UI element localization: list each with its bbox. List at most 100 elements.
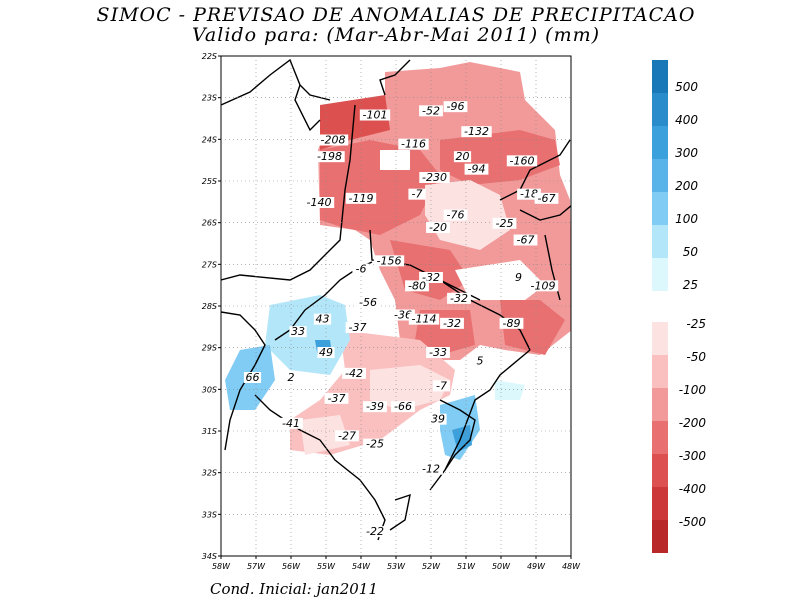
- value-label-bg: [464, 163, 489, 175]
- value-label-bg: [317, 347, 335, 358]
- value-label-bg: [279, 417, 303, 429]
- value-label-bg: [352, 263, 370, 275]
- anomaly-value: -41: [282, 417, 300, 430]
- legend-label: 50: [683, 245, 699, 259]
- value-label-bg: [534, 192, 559, 204]
- lat-label: 25S: [202, 177, 217, 186]
- lat-label: 34S: [202, 552, 217, 561]
- anomaly-value-labels: -101 -52 -96 -132 -208 -198 -116 20 -160 -94 -230 -…: [243, 100, 559, 538]
- value-label-bg: [303, 197, 335, 208]
- value-label-bg: [345, 322, 370, 333]
- map-title: SIMOC - PREVISAO DE ANOMALIAS DE PRECIPI…: [96, 4, 696, 26]
- legend-label: -100: [679, 383, 707, 397]
- value-label-bg: [440, 317, 464, 329]
- anomaly-value: -32: [443, 317, 461, 330]
- anomaly-value: -76: [447, 209, 465, 222]
- anomaly-value: -22: [366, 525, 384, 538]
- anomaly-value: -96: [447, 100, 465, 113]
- value-label-bg: [419, 272, 443, 283]
- anomaly-value: -52: [422, 104, 440, 117]
- anomaly-value: -89: [503, 317, 521, 330]
- legend-label: -300: [679, 449, 707, 463]
- legend-label: 25: [683, 278, 698, 292]
- anomaly-value: -36: [394, 309, 412, 322]
- value-label-bg: [317, 134, 349, 146]
- lat-label: 22S: [202, 52, 217, 61]
- legend-swatch-positive: [652, 126, 668, 159]
- value-label-bg: [314, 151, 345, 163]
- value-label-bg: [313, 313, 332, 325]
- anomaly-value: -114: [412, 313, 437, 326]
- value-label-bg: [527, 280, 559, 292]
- anomaly-value: -160: [510, 154, 535, 167]
- anomaly-value: -132: [464, 125, 489, 138]
- anomaly-value: -80: [408, 279, 426, 292]
- anomaly-value: -25: [366, 438, 384, 451]
- legend-swatch-negative: [652, 487, 668, 520]
- value-label-bg: [453, 151, 472, 163]
- latitude-labels: 22S 23S 24S 25S 26S 27S 28S 29S 30S 31S 32S 33S 34S: [202, 52, 217, 561]
- anomaly-value: -37: [349, 321, 367, 334]
- lon-label: 58W: [212, 562, 231, 571]
- lon-label: 52W: [422, 562, 441, 571]
- anomaly-value: 49: [319, 346, 333, 359]
- legend-label: 200: [675, 179, 698, 193]
- legend-swatch-negative: [652, 322, 668, 355]
- lon-label: 50W: [492, 562, 511, 571]
- value-label-bg: [363, 526, 387, 538]
- legend-swatch-negative: [652, 520, 668, 553]
- anomaly-value: 43: [316, 313, 330, 326]
- lat-label: 33S: [202, 510, 217, 519]
- lon-label: 56W: [282, 562, 301, 571]
- lon-label: 54W: [352, 562, 371, 571]
- map-subtitle: Valido para: (Mar-Abr-Mai 2011) (mm): [191, 24, 601, 46]
- value-label-bg: [419, 172, 450, 183]
- value-label-bg: [506, 155, 538, 167]
- anomaly-value: -67: [538, 192, 556, 205]
- lat-label: 28S: [202, 302, 217, 311]
- lat-label: 31S: [202, 427, 217, 436]
- lon-label: 55W: [317, 562, 336, 571]
- anomaly-value: -56: [359, 296, 377, 309]
- legend-swatch-positive: [652, 60, 668, 93]
- initial-condition-note: Cond. Inicial: jan2011: [210, 580, 378, 598]
- lat-label: 30S: [202, 385, 217, 394]
- value-label-bg: [447, 292, 471, 304]
- legend-label: -400: [679, 482, 707, 496]
- anomaly-value: 2: [288, 371, 295, 384]
- anomaly-value: -6: [356, 263, 367, 276]
- value-label-bg: [324, 392, 349, 404]
- value-label-bg: [243, 372, 262, 383]
- longitude-labels: 58W 57W 56W 55W 54W 53W 52W 51W 50W 49W 48W: [212, 562, 581, 571]
- value-label-bg: [408, 188, 426, 200]
- value-label-bg: [432, 380, 451, 392]
- value-label-bg: [359, 109, 391, 121]
- anomaly-value: -12: [422, 463, 440, 476]
- value-label-bg: [513, 272, 524, 283]
- lat-label: 29S: [202, 344, 217, 353]
- value-label-bg: [461, 126, 492, 138]
- legend-label: -25: [686, 317, 706, 331]
- color-legend: 500 400 300 200 100 50 25 -25 -50 -100 -200 -300 -40…: [652, 60, 706, 553]
- anomaly-value: 20: [456, 150, 470, 163]
- anomaly-value: -7: [436, 379, 447, 392]
- anomaly-value: -7: [412, 188, 423, 201]
- lat-label: 32S: [202, 469, 217, 478]
- lon-label: 53W: [387, 562, 406, 571]
- anomaly-value: -230: [422, 171, 447, 184]
- value-label-bg: [408, 313, 440, 325]
- legend-swatch-negative: [652, 355, 668, 388]
- value-label-bg: [492, 217, 517, 229]
- legend-swatch-positive: [652, 159, 668, 192]
- legend-swatch-negative: [652, 421, 668, 454]
- legend-swatch-positive: [652, 192, 668, 225]
- value-label-bg: [499, 317, 524, 329]
- value-label-bg: [373, 255, 405, 267]
- legend-swatch-negative: [652, 388, 668, 421]
- lon-label: 57W: [247, 562, 266, 571]
- value-label-bg: [429, 413, 447, 425]
- value-label-bg: [356, 297, 380, 308]
- anomaly-value: -25: [496, 217, 514, 230]
- value-label-bg: [443, 209, 468, 221]
